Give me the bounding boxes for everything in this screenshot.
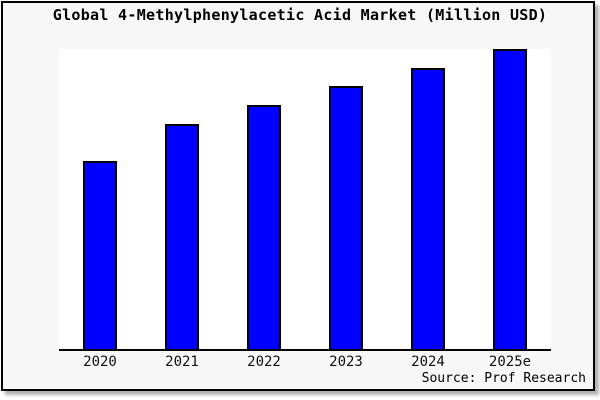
- bar-2022: [247, 105, 281, 349]
- bar-2023: [329, 86, 363, 349]
- plot-area: [59, 49, 551, 351]
- bar-2020: [83, 161, 117, 349]
- bar-2024: [411, 68, 445, 349]
- bar-2025e: [493, 49, 527, 349]
- bar-2021: [165, 124, 199, 349]
- chart-title: Global 4-Methylphenylacetic Acid Market …: [52, 6, 548, 24]
- source-credit: Source: Prof Research: [421, 371, 586, 386]
